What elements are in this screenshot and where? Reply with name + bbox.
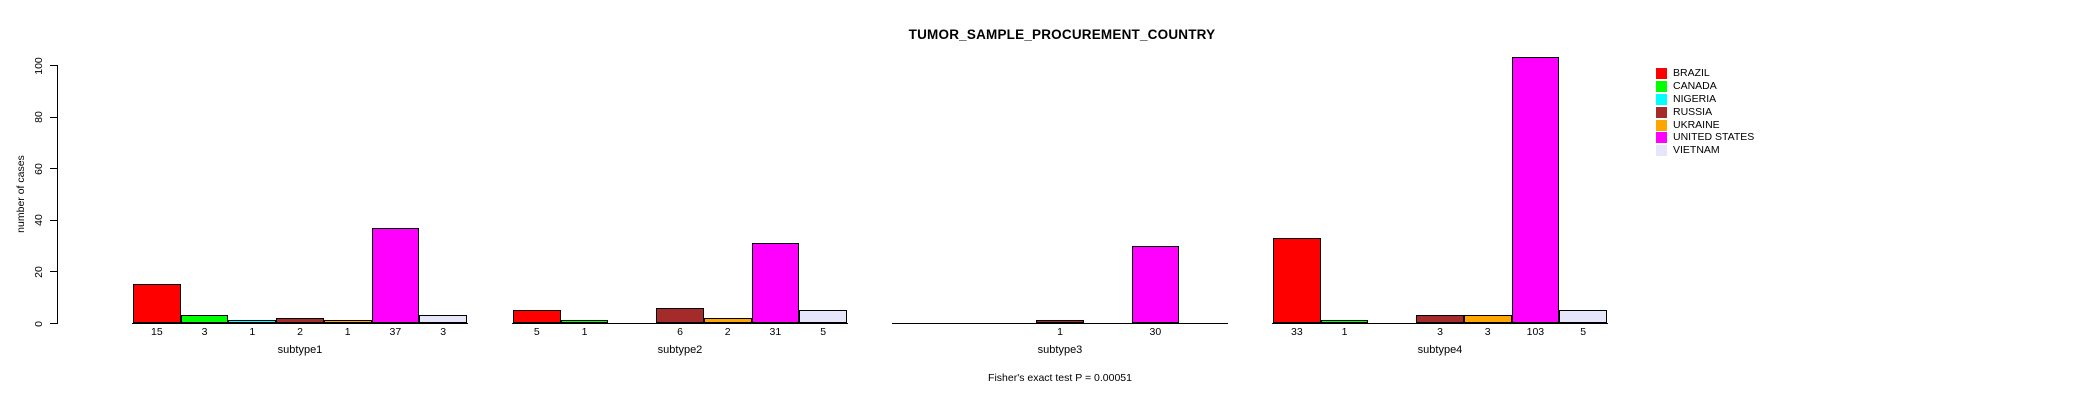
bar-ukraine: [324, 320, 372, 323]
legend-swatch: [1656, 93, 1667, 105]
bar-united-states: [752, 243, 799, 323]
bar-ukraine: [1464, 315, 1512, 323]
bar-vietnam: [799, 310, 847, 323]
bar-canada: [181, 315, 228, 323]
bar-russia: [276, 318, 324, 323]
bar-united-states: [372, 228, 419, 323]
bar-value-label: 2: [724, 326, 731, 338]
bar-brazil: [513, 310, 561, 323]
bar-value-label: 1: [344, 326, 351, 338]
x-axis-line: [892, 323, 1228, 324]
bar-russia: [1416, 315, 1464, 323]
bar-value-label: 33: [1291, 326, 1303, 338]
legend-label: VIETNAM: [1673, 144, 1720, 157]
legend-swatch: [1656, 67, 1667, 79]
legend-swatch: [1656, 80, 1667, 92]
bar-russia: [1036, 320, 1084, 323]
legend-swatch: [1656, 119, 1667, 131]
legend-item: BRAZIL: [1656, 67, 1754, 80]
legend-swatch: [1656, 106, 1667, 118]
y-axis-title: number of cases: [15, 155, 27, 233]
bar-value-label: 3: [1437, 326, 1443, 338]
bar-value-label: 3: [1484, 326, 1491, 338]
bar-vietnam: [419, 315, 467, 323]
y-tick-label: 60: [33, 162, 45, 175]
bar-value-label: 5: [820, 326, 827, 338]
bar-value-label: 6: [677, 326, 683, 338]
chart-title: TUMOR_SAMPLE_PROCUREMENT_COUNTRY: [908, 27, 1216, 42]
legend-item: UNITED STATES: [1656, 131, 1754, 144]
legend-item: NIGERIA: [1656, 93, 1754, 106]
y-tick: [50, 271, 57, 273]
x-axis-group-label: subtype1: [277, 344, 323, 356]
bar-value-label: 1: [249, 326, 256, 338]
bar-ukraine: [704, 318, 752, 323]
legend-item: CANADA: [1656, 80, 1754, 93]
bar-value-label: 3: [201, 326, 208, 338]
y-tick-label: 40: [33, 214, 45, 227]
legend-label: NIGERIA: [1673, 92, 1717, 105]
legend-label: RUSSIA: [1673, 105, 1713, 118]
y-tick-label: 80: [33, 111, 45, 123]
legend-label: UNITED STATES: [1673, 131, 1755, 144]
x-axis-line: [132, 323, 468, 324]
legend-swatch: [1656, 145, 1667, 157]
bar-value-label: 2: [297, 326, 303, 338]
legend-label: BRAZIL: [1673, 66, 1710, 79]
bar-value-label: 37: [389, 326, 402, 338]
bar-canada: [561, 320, 608, 323]
bar-brazil: [133, 284, 181, 323]
bar-united-states: [1132, 246, 1179, 323]
bar-value-label: 103: [1526, 326, 1545, 338]
x-axis-line: [1272, 323, 1608, 324]
y-tick: [50, 168, 57, 170]
bar-united-states: [1512, 57, 1559, 323]
bar-brazil: [1273, 238, 1321, 323]
legend-item: RUSSIA: [1656, 106, 1754, 119]
y-tick: [50, 65, 57, 66]
y-tick-label: 20: [33, 266, 45, 278]
y-tick-label: 100: [33, 56, 45, 75]
legend-item: VIETNAM: [1656, 144, 1754, 157]
legend-label: CANADA: [1673, 79, 1717, 92]
y-tick: [50, 219, 57, 221]
legend-item: UKRAINE: [1656, 119, 1754, 132]
y-tick: [50, 323, 57, 324]
bar-value-label: 30: [1149, 326, 1162, 338]
footer-note: Fisher's exact test P = 0.00051: [988, 372, 1132, 384]
x-axis-group-label: subtype3: [1037, 344, 1083, 356]
bar-value-label: 1: [1341, 326, 1348, 338]
bar-value-label: 1: [581, 326, 588, 338]
bar-value-label: 3: [440, 326, 447, 338]
y-axis-line: [57, 65, 58, 324]
legend-swatch: [1656, 132, 1667, 144]
x-axis-line: [512, 323, 848, 324]
bar-value-label: 5: [1580, 326, 1587, 338]
bar-value-label: 31: [769, 326, 782, 338]
y-tick: [50, 116, 57, 118]
bar-vietnam: [1559, 310, 1607, 323]
bar-russia: [656, 308, 704, 323]
bar-value-label: 1: [1057, 326, 1063, 338]
y-tick-label: 0: [33, 320, 45, 327]
legend-label: UKRAINE: [1673, 118, 1720, 131]
x-axis-group-label: subtype4: [1417, 344, 1463, 356]
bar-nigeria: [228, 320, 276, 323]
x-axis-group-label: subtype2: [657, 344, 703, 356]
legend: BRAZIL CANADA NIGERIA RUSSIA UKRAINE UNITED S…: [1656, 67, 1754, 157]
bar-value-label: 5: [533, 326, 540, 338]
bar-canada: [1321, 320, 1368, 323]
bar-value-label: 15: [151, 326, 163, 338]
